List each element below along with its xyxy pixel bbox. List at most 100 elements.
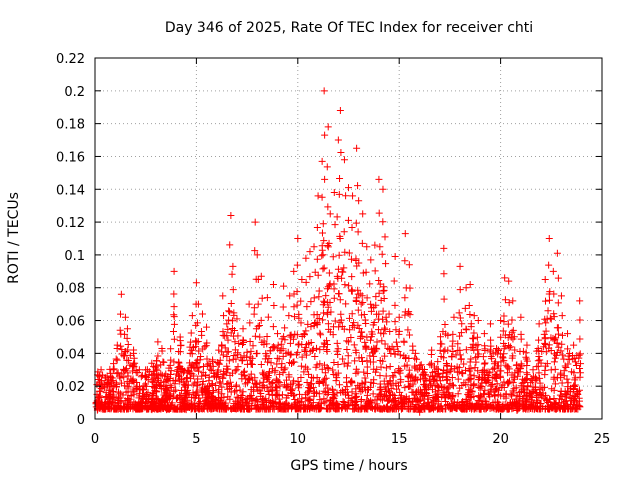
data-point-background bbox=[363, 399, 371, 407]
data-point-cluster bbox=[523, 355, 531, 363]
data-point-background bbox=[301, 404, 309, 412]
data-point-background bbox=[332, 377, 340, 385]
data-point-cluster bbox=[487, 385, 495, 393]
data-point-background bbox=[430, 403, 438, 411]
data-point-background bbox=[379, 357, 387, 365]
data-point-cluster bbox=[434, 369, 442, 377]
data-point bbox=[444, 331, 452, 339]
data-point-background bbox=[558, 340, 566, 348]
data-point-cluster bbox=[375, 209, 383, 217]
data-point-background bbox=[354, 381, 362, 389]
data-point-background bbox=[557, 387, 565, 395]
data-point-background bbox=[243, 353, 251, 361]
data-point-cluster bbox=[542, 362, 550, 370]
data-point-background bbox=[224, 365, 232, 373]
data-point-background bbox=[334, 361, 342, 369]
data-point-cluster bbox=[251, 247, 259, 255]
data-point bbox=[349, 192, 357, 200]
data-point-background bbox=[380, 377, 388, 385]
data-point-background bbox=[152, 387, 160, 395]
data-point-cluster bbox=[449, 348, 457, 356]
data-point-cluster bbox=[345, 282, 353, 290]
data-point-cluster bbox=[338, 274, 346, 282]
data-point bbox=[545, 235, 553, 242]
data-point-background bbox=[224, 325, 232, 333]
data-point-cluster bbox=[269, 323, 277, 331]
data-point-background bbox=[459, 398, 467, 406]
data-point-background bbox=[177, 341, 185, 349]
data-point-cluster bbox=[118, 370, 126, 378]
data-point-background bbox=[236, 386, 244, 394]
data-point-cluster bbox=[376, 243, 384, 251]
data-point-cluster bbox=[504, 363, 512, 371]
data-point-background bbox=[258, 369, 266, 377]
data-point bbox=[497, 317, 505, 325]
data-point-background bbox=[517, 400, 525, 408]
data-point-background bbox=[106, 405, 114, 413]
data-point-cluster bbox=[576, 316, 584, 324]
data-point-cluster bbox=[118, 350, 126, 358]
data-point-cluster bbox=[215, 359, 223, 367]
data-point bbox=[462, 284, 470, 292]
data-point-cluster bbox=[500, 339, 508, 347]
data-point-cluster bbox=[354, 228, 362, 236]
data-point-background bbox=[216, 356, 224, 364]
data-point-cluster bbox=[441, 321, 449, 329]
data-point-cluster bbox=[362, 268, 370, 276]
data-point-cluster bbox=[428, 386, 436, 394]
data-point-background bbox=[448, 353, 456, 361]
data-point bbox=[154, 338, 162, 346]
data-point-cluster bbox=[564, 345, 572, 353]
data-point bbox=[474, 317, 482, 325]
data-point-background bbox=[317, 405, 325, 413]
data-point-cluster bbox=[554, 274, 562, 282]
data-point-cluster bbox=[401, 311, 409, 319]
data-point-background bbox=[110, 360, 118, 368]
data-point-cluster bbox=[386, 328, 394, 336]
data-point-cluster bbox=[329, 253, 337, 261]
data-point-cluster bbox=[475, 383, 483, 391]
data-point-background bbox=[251, 396, 259, 404]
data-point-cluster bbox=[246, 356, 254, 364]
data-point-background bbox=[265, 378, 273, 386]
data-point-cluster bbox=[554, 324, 562, 332]
data-point-background bbox=[322, 397, 330, 405]
data-point-cluster bbox=[354, 182, 362, 190]
data-point-background bbox=[167, 356, 175, 364]
data-point-background bbox=[97, 385, 105, 393]
data-point-background bbox=[263, 405, 271, 413]
data-point-cluster bbox=[97, 387, 105, 395]
data-point-cluster bbox=[559, 331, 567, 339]
data-point-background bbox=[183, 374, 191, 382]
data-point-cluster bbox=[159, 358, 167, 366]
data-point-background bbox=[503, 369, 511, 377]
data-point-background bbox=[546, 395, 554, 403]
data-point-background bbox=[224, 348, 232, 356]
data-point bbox=[263, 294, 271, 302]
data-point-background bbox=[298, 333, 306, 341]
data-point-background bbox=[435, 386, 443, 394]
data-point-background bbox=[334, 345, 342, 353]
data-point-background bbox=[391, 401, 399, 409]
data-point-background bbox=[547, 347, 555, 355]
data-point-cluster bbox=[154, 352, 162, 360]
data-point-cluster bbox=[443, 376, 451, 384]
data-point-cluster bbox=[286, 351, 294, 359]
data-point-cluster bbox=[268, 365, 276, 373]
data-point bbox=[162, 377, 170, 385]
data-point-background bbox=[242, 398, 250, 406]
data-point-background bbox=[277, 340, 285, 348]
data-point-background bbox=[324, 364, 332, 372]
data-point-cluster bbox=[148, 394, 156, 402]
data-point-cluster bbox=[170, 335, 178, 343]
data-point-cluster bbox=[254, 276, 262, 284]
data-point-cluster bbox=[536, 385, 544, 393]
data-point-background bbox=[571, 374, 579, 382]
data-point bbox=[219, 292, 227, 300]
data-point-cluster bbox=[251, 332, 259, 340]
data-point-background bbox=[382, 364, 390, 372]
data-point-background bbox=[166, 382, 174, 390]
data-point-cluster bbox=[352, 219, 360, 227]
data-point bbox=[302, 254, 310, 262]
data-point-background bbox=[200, 404, 208, 412]
